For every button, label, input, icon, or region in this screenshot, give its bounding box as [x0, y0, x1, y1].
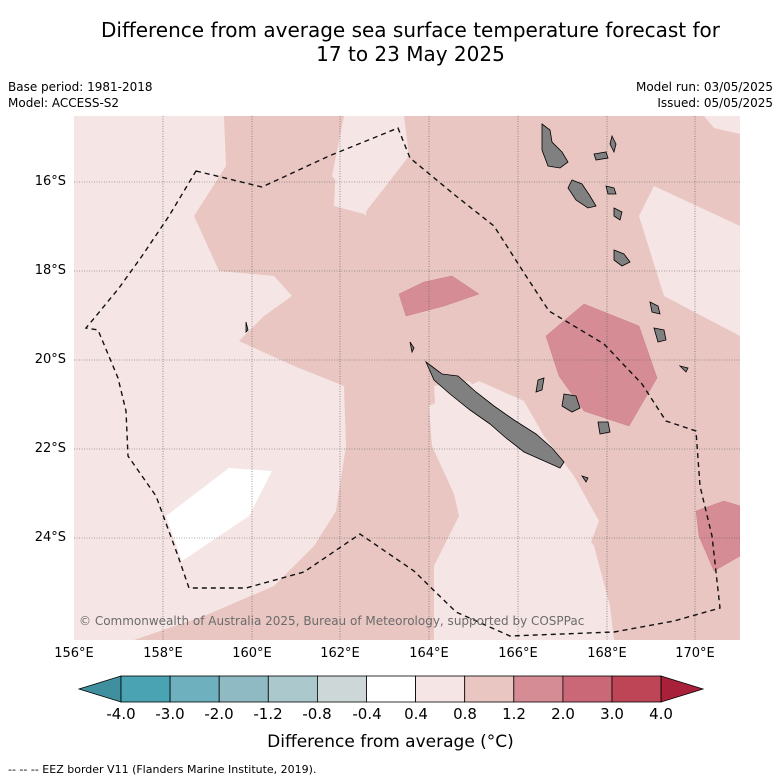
- lat-tick-18s: 18°S: [34, 263, 66, 278]
- metadata-right: Model run: 03/05/2025 Issued: 05/05/2025: [636, 79, 773, 111]
- title-line-1: Difference from average sea surface temp…: [100, 18, 720, 42]
- colorbar-label: -0.8: [302, 705, 332, 723]
- colorbar-cell: [120, 675, 171, 703]
- new-caledonia: [425, 360, 565, 469]
- anomaly-patch-warm-north: [398, 275, 480, 317]
- map-panel[interactable]: [74, 116, 740, 640]
- colorbar-label: -3.0: [155, 705, 185, 723]
- colorbar-cell: [218, 675, 269, 703]
- colorbar-cell: [316, 675, 367, 703]
- colorbar-label: 1.2: [502, 705, 526, 723]
- colorbar: [77, 675, 705, 703]
- colorbar-cell: [366, 675, 416, 703]
- colorbar-extend-under: [77, 675, 122, 703]
- colorbar-label: 0.4: [404, 705, 428, 723]
- anomaly-patch-light-right: [714, 116, 740, 134]
- vanuatu-ambae: [593, 151, 609, 161]
- graticule: [74, 116, 740, 640]
- colorbar-label: 4.0: [649, 705, 673, 723]
- lat-tick-16s: 16°S: [34, 174, 66, 189]
- colorbar-extend-over: [660, 675, 705, 703]
- map-title: Difference from average sea surface temp…: [40, 18, 781, 66]
- map-svg: [74, 116, 740, 640]
- loyalty-mare: [597, 421, 611, 435]
- vanuatu-epi: [613, 207, 623, 221]
- colorbar-label: -0.4: [352, 705, 382, 723]
- ouvea: [535, 377, 545, 393]
- vanuatu-ambrym: [605, 185, 617, 195]
- aneityum: [678, 365, 689, 373]
- lat-tick-24s: 24°S: [34, 530, 66, 545]
- lon-tick-158e: 158°E: [143, 646, 183, 661]
- model-name: Model: ACCESS-S2: [8, 96, 120, 110]
- lon-tick-164e: 164°E: [409, 646, 449, 661]
- chesterfield-islands: [245, 321, 249, 333]
- colorbar-label: -1.2: [253, 705, 283, 723]
- colorbar-cell: [562, 675, 613, 703]
- landmasses: [245, 123, 689, 483]
- lon-tick-166e: 166°E: [498, 646, 538, 661]
- issued-date: Issued: 05/05/2025: [657, 96, 773, 110]
- colorbar-label: -2.0: [204, 705, 234, 723]
- lon-tick-160e: 160°E: [232, 646, 272, 661]
- anomaly-patch-neutral: [166, 468, 272, 561]
- colorbar-title: Difference from average (°C): [267, 732, 514, 752]
- lon-tick-170e: 170°E: [675, 646, 715, 661]
- model-run: Model run: 03/05/2025: [635, 80, 773, 94]
- loyalty-lifou: [561, 393, 581, 413]
- vanuatu-efate: [613, 249, 631, 267]
- belep-islands: [409, 341, 415, 354]
- lat-tick-22s: 22°S: [34, 441, 66, 456]
- colorbar-cell: [267, 675, 318, 703]
- eez-border: [84, 127, 721, 637]
- copyright-notice: © Commonwealth of Australia 2025, Bureau…: [79, 614, 585, 628]
- colorbar-cell: [169, 675, 220, 703]
- lon-tick-168e: 168°E: [587, 646, 627, 661]
- vanuatu-malekula: [567, 179, 597, 209]
- lat-tick-20s: 20°S: [34, 352, 66, 367]
- colorbar-label: 2.0: [551, 705, 575, 723]
- colorbar-label: 0.8: [453, 705, 477, 723]
- title-line-2: 17 to 23 May 2025: [316, 42, 505, 66]
- colorbar-cell: [611, 675, 662, 703]
- vanuatu-espiritu-santo: [541, 123, 569, 169]
- colorbar-label: -4.0: [106, 705, 136, 723]
- vanuatu-pentecost: [609, 134, 617, 154]
- base-period: Base period: 1981-2018: [8, 80, 153, 94]
- colorbar-cell: [513, 675, 564, 703]
- metadata-left: Base period: 1981-2018 Model: ACCESS-S2: [8, 79, 153, 111]
- anomaly-patch-light-southeast: [429, 381, 610, 640]
- colorbar-cell: [464, 675, 515, 703]
- anomaly-patch-light-top: [334, 116, 409, 214]
- erromango: [653, 327, 667, 343]
- lon-tick-162e: 162°E: [320, 646, 360, 661]
- anomaly-patch-warm-east: [695, 500, 740, 572]
- lon-tick-156e: 156°E: [54, 646, 94, 661]
- colorbar-cell: [415, 675, 466, 703]
- colorbar-label: 3.0: [600, 705, 624, 723]
- eez-footnote: -- -- -- EEZ border V11 (Flanders Marine…: [8, 763, 317, 776]
- tanna: [649, 301, 661, 315]
- walpole: [581, 475, 589, 483]
- anomaly-patch-light-east: [652, 211, 740, 334]
